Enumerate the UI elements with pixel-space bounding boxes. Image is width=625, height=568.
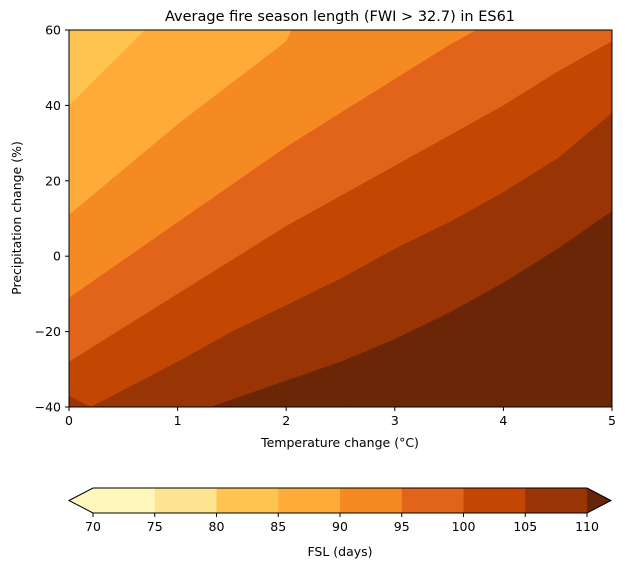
y-tick-label: 0 bbox=[53, 249, 61, 264]
plot-frame bbox=[68, 29, 613, 408]
y-tick-label: −40 bbox=[35, 400, 61, 415]
colorbar-tick-label: 70 bbox=[85, 519, 101, 534]
x-axis-label: Temperature change (°C) bbox=[260, 435, 419, 450]
y-tick-label: 60 bbox=[45, 23, 61, 38]
contour-plot-area bbox=[69, 30, 612, 407]
colorbar-band bbox=[463, 488, 526, 513]
y-tick-label: −20 bbox=[35, 324, 61, 339]
colorbar-band bbox=[216, 488, 279, 513]
colorbar-band bbox=[93, 488, 156, 513]
chart-title: Average fire season length (FWI > 32.7) … bbox=[165, 9, 515, 25]
colorbar-tick-label: 100 bbox=[452, 519, 476, 534]
colorbar-extend-under bbox=[69, 488, 93, 513]
colorbar-tick-label: 95 bbox=[394, 519, 410, 534]
y-axis: −40 −20 0 20 40 60 bbox=[35, 23, 69, 415]
colorbar-band bbox=[340, 488, 403, 513]
y-tick-label: 20 bbox=[45, 173, 61, 188]
x-tick-label: 3 bbox=[391, 413, 399, 428]
colorbar-label: FSL (days) bbox=[307, 544, 372, 559]
x-tick-label: 2 bbox=[282, 413, 290, 428]
contour-band-below-80 bbox=[69, 30, 145, 106]
x-tick-label: 5 bbox=[608, 413, 616, 428]
colorbar-tick-label: 75 bbox=[147, 519, 163, 534]
y-tick-label: 40 bbox=[45, 98, 61, 113]
x-tick-label: 1 bbox=[174, 413, 182, 428]
colorbar-extend-over bbox=[587, 488, 611, 513]
colorbar-band bbox=[278, 488, 341, 513]
colorbar-tick-label: 85 bbox=[270, 519, 286, 534]
colorbar-tick-label: 105 bbox=[513, 519, 537, 534]
x-axis: 0 1 2 3 4 5 bbox=[65, 407, 616, 428]
contour-band-below-85 bbox=[69, 30, 292, 215]
colorbar-band bbox=[525, 488, 588, 513]
y-axis-label: Precipitation change (%) bbox=[9, 141, 24, 295]
colorbar-band bbox=[154, 488, 217, 513]
colorbar: 70 75 80 85 90 95 100 105 110 bbox=[67, 487, 613, 534]
colorbar-tick-label: 90 bbox=[332, 519, 348, 534]
colorbar-tick-label: 110 bbox=[575, 519, 599, 534]
x-tick-label: 4 bbox=[499, 413, 507, 428]
colorbar-band bbox=[401, 488, 464, 513]
colorbar-tick-label: 80 bbox=[209, 519, 225, 534]
x-tick-label: 0 bbox=[65, 413, 73, 428]
